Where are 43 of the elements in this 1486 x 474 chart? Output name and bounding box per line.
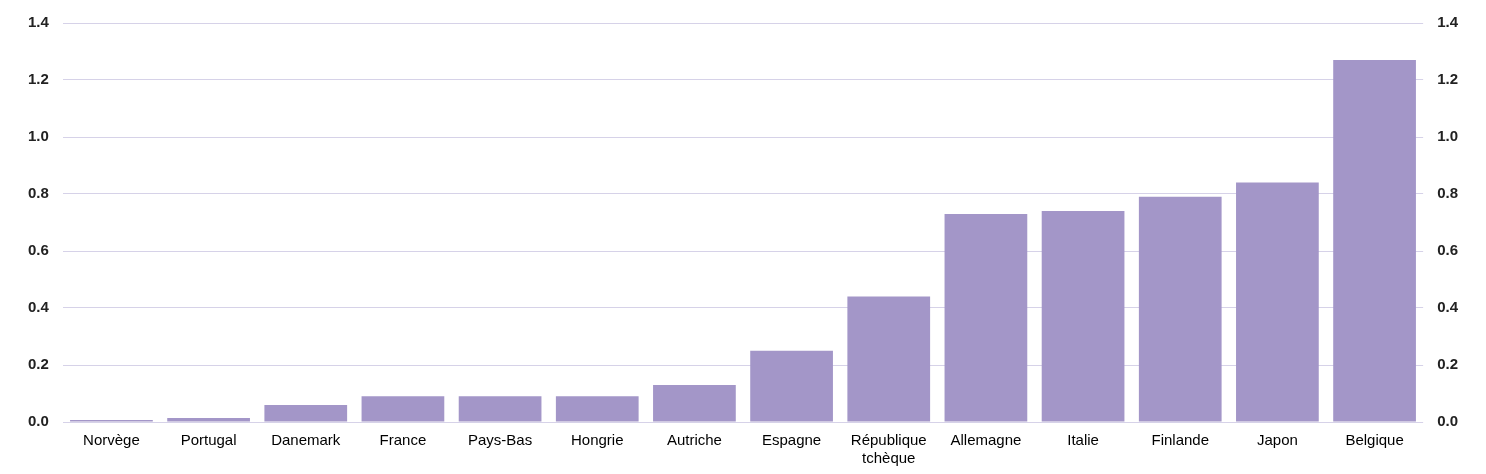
x-tick-label: Italie (1067, 431, 1099, 449)
x-tick-label: Autriche (666, 431, 722, 449)
bar (847, 296, 931, 422)
y-tick-label: 0.2 (27, 355, 49, 373)
y-tick-label: 1.2 (27, 70, 49, 88)
y2-tick-label: 0.6 (1437, 241, 1459, 259)
x-tick-label: Pays-Bas (467, 431, 533, 449)
y2-tick-label: 0.2 (1437, 355, 1459, 373)
y-tick-label: 0.6 (27, 241, 49, 259)
y2-tick-label: 0.8 (1437, 184, 1459, 202)
bar (653, 384, 736, 422)
bar (458, 396, 542, 422)
y-tick-label: 0.4 (27, 298, 50, 316)
bar (555, 396, 639, 422)
x-tick-label: Danemark (271, 431, 341, 449)
y-tick-label: 0.8 (27, 184, 49, 202)
x-tick-label: Hongrie (570, 431, 624, 449)
x-tick-label: Finlande (1151, 431, 1210, 449)
bar (1138, 196, 1222, 422)
y2-tick-label: 1.0 (1437, 127, 1459, 145)
y-tick-label: 1.4 (27, 13, 50, 31)
x-tick-label: France (379, 431, 427, 449)
bar (1236, 182, 1319, 422)
bar (264, 404, 348, 422)
bar (361, 396, 445, 422)
bar (944, 213, 1028, 422)
bar (1333, 60, 1416, 422)
y-tick-label: 1.0 (27, 127, 49, 145)
y2-tick-label: 1.2 (1437, 70, 1459, 88)
x-tick-label: Belgique (1345, 431, 1404, 449)
x-tick-label: Japon (1256, 431, 1298, 449)
y2-tick-label: 0.4 (1437, 298, 1459, 316)
y2-tick-label: 1.4 (1437, 13, 1459, 31)
y2-tick-label: 0.0 (1437, 412, 1459, 430)
x-tick-label: Allemagne (950, 431, 1022, 449)
x-tick-label: Portugal (180, 431, 237, 449)
x-tick-label: République tchèque (850, 431, 927, 467)
bar (1041, 211, 1125, 422)
bar (167, 418, 250, 422)
x-tick-label: Norvège (83, 431, 140, 449)
x-tick-label: Espagne (761, 431, 822, 449)
y-tick-label: 0.0 (27, 412, 49, 430)
bar (750, 350, 833, 422)
